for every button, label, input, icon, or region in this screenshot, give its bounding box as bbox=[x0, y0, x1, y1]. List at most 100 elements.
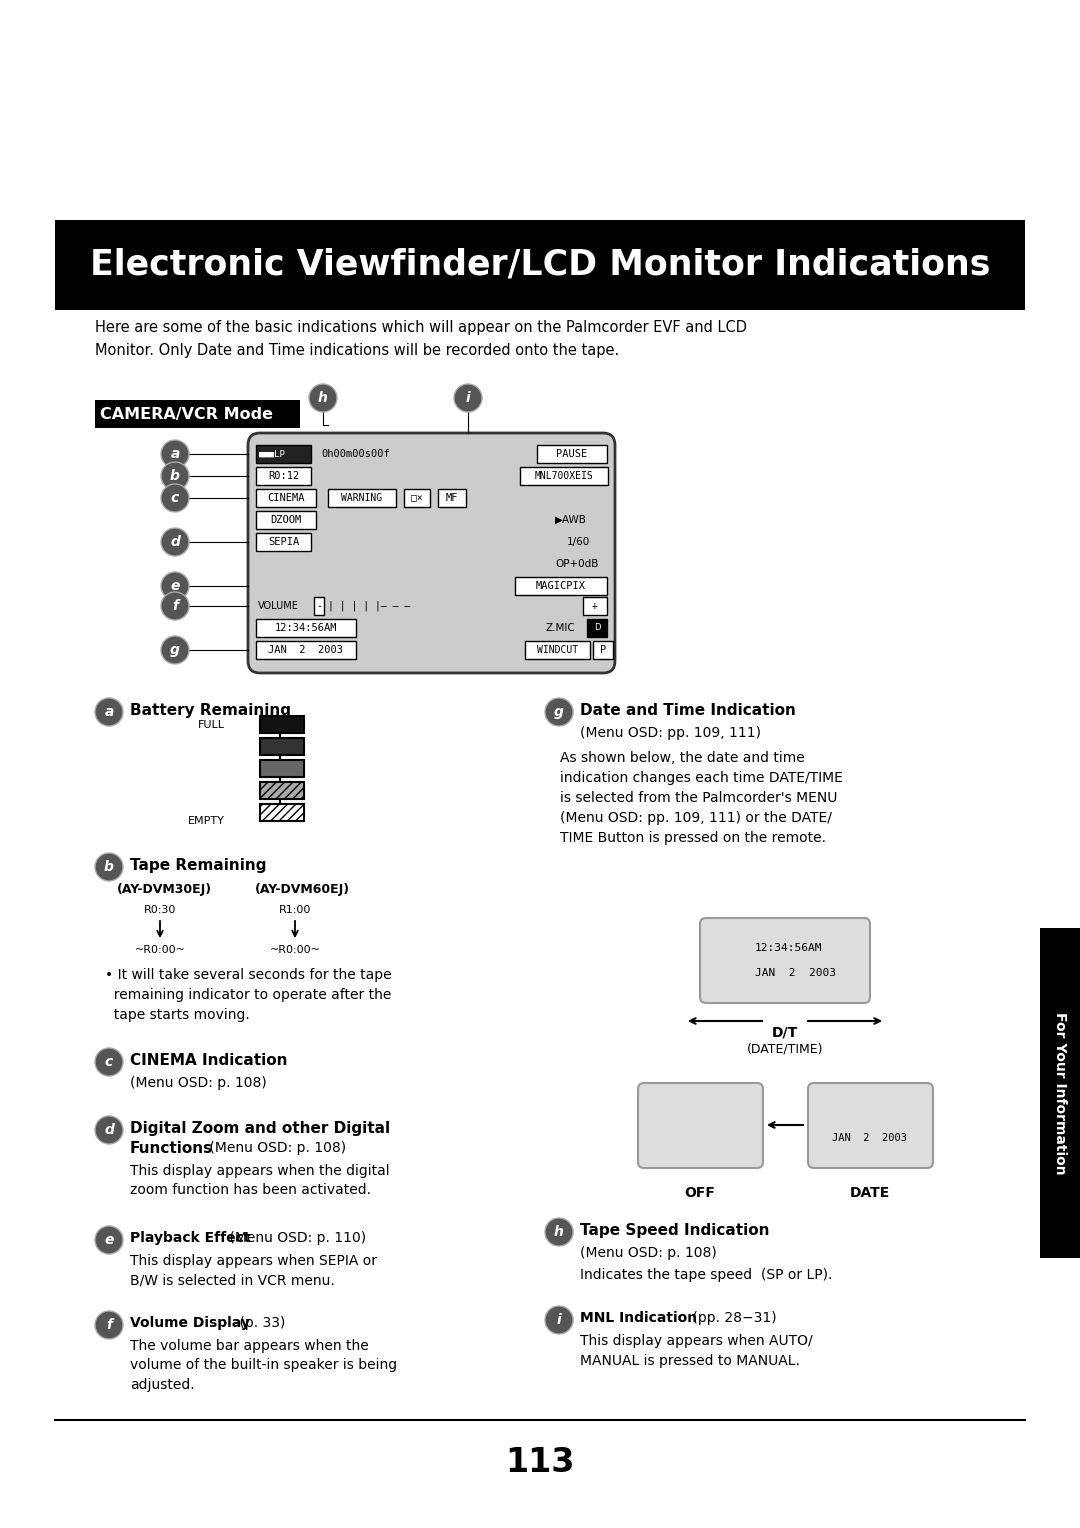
Bar bbox=[1040, 927, 1080, 1258]
Text: (pp. 28−31): (pp. 28−31) bbox=[688, 1311, 777, 1325]
Text: ~R0:00~: ~R0:00~ bbox=[270, 944, 321, 955]
Text: MF: MF bbox=[446, 494, 458, 503]
Text: -: - bbox=[316, 601, 322, 611]
Text: PAUSE: PAUSE bbox=[556, 449, 588, 458]
Circle shape bbox=[95, 1225, 123, 1254]
Text: ▶AWB: ▶AWB bbox=[555, 515, 586, 526]
Text: WARNING: WARNING bbox=[341, 494, 382, 503]
Text: e: e bbox=[105, 1233, 113, 1247]
Text: g: g bbox=[554, 704, 564, 720]
Text: MAGICPIX: MAGICPIX bbox=[536, 581, 586, 591]
Text: As shown below, the date and time
indication changes each time DATE/TIME
is sele: As shown below, the date and time indica… bbox=[561, 750, 842, 845]
Text: b: b bbox=[170, 469, 180, 483]
Text: OP+0dB: OP+0dB bbox=[555, 559, 598, 568]
Text: d: d bbox=[170, 535, 180, 549]
Circle shape bbox=[161, 461, 189, 490]
Text: DATE: DATE bbox=[850, 1186, 890, 1199]
Bar bbox=[314, 597, 324, 614]
Circle shape bbox=[161, 529, 189, 556]
Circle shape bbox=[161, 636, 189, 665]
Text: CINEMA: CINEMA bbox=[267, 494, 305, 503]
Bar bbox=[95, 400, 300, 428]
FancyBboxPatch shape bbox=[638, 1083, 762, 1167]
Text: f: f bbox=[106, 1319, 112, 1332]
Bar bbox=[55, 220, 1025, 310]
Text: 1/60: 1/60 bbox=[567, 536, 591, 547]
Text: 113: 113 bbox=[505, 1447, 575, 1479]
Text: The volume bar appears when the
volume of the built-in speaker is being
adjusted: The volume bar appears when the volume o… bbox=[130, 1339, 397, 1392]
Text: Digital Zoom and other Digital: Digital Zoom and other Digital bbox=[130, 1122, 390, 1135]
Text: DZOOM: DZOOM bbox=[270, 515, 301, 526]
Text: (Menu OSD: p. 108): (Menu OSD: p. 108) bbox=[130, 1076, 267, 1089]
Text: ■■■LP: ■■■LP bbox=[259, 449, 286, 458]
Bar bbox=[525, 642, 590, 659]
Bar bbox=[438, 489, 465, 507]
Bar bbox=[256, 489, 316, 507]
Text: OFF: OFF bbox=[685, 1186, 715, 1199]
Text: □×: □× bbox=[411, 494, 423, 503]
Text: Electronic Viewfinder/LCD Monitor Indications: Electronic Viewfinder/LCD Monitor Indica… bbox=[90, 248, 990, 283]
Text: For Your Information: For Your Information bbox=[1053, 1012, 1067, 1175]
Bar bbox=[537, 445, 607, 463]
Text: Tape Remaining: Tape Remaining bbox=[130, 859, 267, 872]
Bar bbox=[256, 510, 316, 529]
Text: This display appears when AUTO/
MANUAL is pressed to MANUAL.: This display appears when AUTO/ MANUAL i… bbox=[580, 1334, 812, 1368]
Circle shape bbox=[161, 440, 189, 468]
Text: (p. 33): (p. 33) bbox=[235, 1316, 285, 1329]
Text: Indicates the tape speed  (SP or LP).: Indicates the tape speed (SP or LP). bbox=[580, 1268, 833, 1282]
Circle shape bbox=[454, 384, 482, 413]
Text: Tape Speed Indication: Tape Speed Indication bbox=[580, 1222, 769, 1238]
Text: CINEMA Indication: CINEMA Indication bbox=[130, 1053, 287, 1068]
Text: (AY-DVM30EJ): (AY-DVM30EJ) bbox=[117, 883, 212, 895]
Bar bbox=[583, 597, 607, 614]
FancyBboxPatch shape bbox=[808, 1083, 933, 1167]
Circle shape bbox=[95, 1048, 123, 1076]
Bar bbox=[260, 782, 303, 799]
Text: 12:34:56AM: 12:34:56AM bbox=[274, 623, 337, 633]
Text: WINDCUT: WINDCUT bbox=[537, 645, 578, 656]
Text: D: D bbox=[594, 623, 600, 633]
Text: i: i bbox=[465, 391, 471, 405]
Text: Monitor. Only Date and Time indications will be recorded onto the tape.: Monitor. Only Date and Time indications … bbox=[95, 342, 619, 358]
Bar bbox=[519, 468, 608, 484]
Text: c: c bbox=[105, 1054, 113, 1070]
Text: EMPTY: EMPTY bbox=[188, 816, 225, 827]
Text: (AY-DVM60EJ): (AY-DVM60EJ) bbox=[255, 883, 350, 895]
Text: 0h00m00s00f: 0h00m00s00f bbox=[321, 449, 390, 458]
Circle shape bbox=[95, 698, 123, 726]
Text: Functions: Functions bbox=[130, 1141, 213, 1157]
Text: (DATE/TIME): (DATE/TIME) bbox=[746, 1044, 823, 1056]
Text: Battery Remaining: Battery Remaining bbox=[130, 703, 291, 718]
Text: Z.MIC: Z.MIC bbox=[545, 623, 575, 633]
Text: +: + bbox=[592, 601, 598, 611]
Bar bbox=[260, 759, 303, 778]
Text: | | | | |— — —: | | | | |— — — bbox=[328, 601, 410, 611]
Circle shape bbox=[545, 698, 573, 726]
Bar bbox=[328, 489, 396, 507]
Bar bbox=[256, 619, 356, 637]
FancyBboxPatch shape bbox=[248, 432, 615, 672]
Text: • It will take several seconds for the tape
  remaining indicator to operate aft: • It will take several seconds for the t… bbox=[105, 969, 392, 1022]
Circle shape bbox=[95, 1115, 123, 1144]
Text: i: i bbox=[556, 1313, 562, 1326]
Circle shape bbox=[309, 384, 337, 413]
Text: JAN  2  2003: JAN 2 2003 bbox=[832, 1132, 907, 1143]
Text: P: P bbox=[599, 645, 606, 656]
Text: (Menu OSD: p. 110): (Menu OSD: p. 110) bbox=[225, 1232, 366, 1245]
Bar bbox=[260, 738, 303, 755]
Text: c: c bbox=[171, 490, 179, 504]
Text: b: b bbox=[104, 860, 113, 874]
Text: D/T: D/T bbox=[772, 1025, 798, 1039]
Text: h: h bbox=[319, 391, 328, 405]
Text: a: a bbox=[105, 704, 113, 720]
Text: (Menu OSD: p. 108): (Menu OSD: p. 108) bbox=[205, 1141, 346, 1155]
Text: R0:12: R0:12 bbox=[268, 471, 299, 481]
Bar bbox=[404, 489, 430, 507]
Bar bbox=[256, 642, 356, 659]
Bar bbox=[515, 578, 607, 594]
Text: MNL Indication: MNL Indication bbox=[580, 1311, 697, 1325]
Circle shape bbox=[161, 591, 189, 620]
Text: Here are some of the basic indications which will appear on the Palmcorder EVF a: Here are some of the basic indications w… bbox=[95, 319, 747, 335]
Text: e: e bbox=[171, 579, 179, 593]
Text: JAN  2  2003: JAN 2 2003 bbox=[755, 969, 836, 978]
